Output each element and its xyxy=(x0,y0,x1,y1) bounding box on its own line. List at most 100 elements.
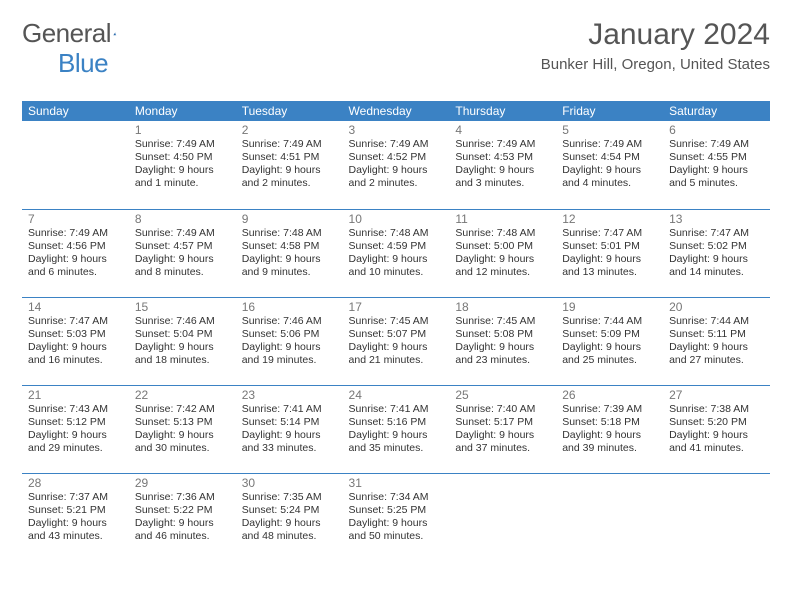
calendar-cell xyxy=(449,473,556,561)
cell-line: and 43 minutes. xyxy=(28,530,123,543)
calendar-cell: 17Sunrise: 7:45 AMSunset: 5:07 PMDayligh… xyxy=(343,297,450,385)
brand-name-part2: Blue xyxy=(58,48,108,78)
cell-line: Daylight: 9 hours xyxy=(135,517,230,530)
cell-line: Sunset: 5:06 PM xyxy=(242,328,337,341)
cell-line: Sunrise: 7:42 AM xyxy=(135,403,230,416)
cell-line: Sunset: 4:57 PM xyxy=(135,240,230,253)
calendar-page: General January 2024 Bunker Hill, Oregon… xyxy=(0,0,792,612)
cell-line: Sunset: 5:13 PM xyxy=(135,416,230,429)
cell-line: Daylight: 9 hours xyxy=(135,164,230,177)
cell-line: Daylight: 9 hours xyxy=(242,164,337,177)
calendar-cell: 10Sunrise: 7:48 AMSunset: 4:59 PMDayligh… xyxy=(343,209,450,297)
cell-line: Daylight: 9 hours xyxy=(242,429,337,442)
calendar-cell: 1Sunrise: 7:49 AMSunset: 4:50 PMDaylight… xyxy=(129,121,236,209)
day-number: 18 xyxy=(455,300,550,314)
cell-line: Daylight: 9 hours xyxy=(669,164,764,177)
cell-line: and 19 minutes. xyxy=(242,354,337,367)
calendar-cell: 24Sunrise: 7:41 AMSunset: 5:16 PMDayligh… xyxy=(343,385,450,473)
cell-line: Sunrise: 7:47 AM xyxy=(28,315,123,328)
cell-line: Sunset: 5:11 PM xyxy=(669,328,764,341)
cell-line: and 1 minute. xyxy=(135,177,230,190)
cell-line: Sunset: 5:20 PM xyxy=(669,416,764,429)
cell-line: and 4 minutes. xyxy=(562,177,657,190)
cell-line: Sunrise: 7:45 AM xyxy=(349,315,444,328)
calendar-cell xyxy=(556,473,663,561)
cell-line: Sunset: 5:01 PM xyxy=(562,240,657,253)
day-number: 19 xyxy=(562,300,657,314)
cell-line: Daylight: 9 hours xyxy=(669,429,764,442)
cell-line: Daylight: 9 hours xyxy=(135,253,230,266)
cell-line: and 48 minutes. xyxy=(242,530,337,543)
cell-line: Sunset: 5:03 PM xyxy=(28,328,123,341)
cell-line: Daylight: 9 hours xyxy=(349,253,444,266)
day-number: 10 xyxy=(349,212,444,226)
cell-line: Sunset: 5:09 PM xyxy=(562,328,657,341)
cell-line: Daylight: 9 hours xyxy=(669,341,764,354)
day-number: 29 xyxy=(135,476,230,490)
cell-line: Daylight: 9 hours xyxy=(455,341,550,354)
cell-line: Daylight: 9 hours xyxy=(562,164,657,177)
cell-line: Daylight: 9 hours xyxy=(562,341,657,354)
cell-line: Daylight: 9 hours xyxy=(242,341,337,354)
cell-line: Sunset: 4:53 PM xyxy=(455,151,550,164)
cell-line: and 39 minutes. xyxy=(562,442,657,455)
cell-line: Sunset: 5:12 PM xyxy=(28,416,123,429)
cell-line: and 46 minutes. xyxy=(135,530,230,543)
cell-line: and 41 minutes. xyxy=(669,442,764,455)
location-text: Bunker Hill, Oregon, United States xyxy=(541,56,770,73)
day-number: 27 xyxy=(669,388,764,402)
cell-line: Daylight: 9 hours xyxy=(28,517,123,530)
calendar-cell: 15Sunrise: 7:46 AMSunset: 5:04 PMDayligh… xyxy=(129,297,236,385)
brand-logo: General xyxy=(22,18,135,49)
day-header: Friday xyxy=(556,101,663,121)
cell-line: Daylight: 9 hours xyxy=(562,253,657,266)
cell-line: and 10 minutes. xyxy=(349,266,444,279)
cell-line: Sunrise: 7:38 AM xyxy=(669,403,764,416)
cell-line: Sunrise: 7:46 AM xyxy=(242,315,337,328)
day-number: 2 xyxy=(242,123,337,137)
cell-line: Sunrise: 7:45 AM xyxy=(455,315,550,328)
calendar-cell: 13Sunrise: 7:47 AMSunset: 5:02 PMDayligh… xyxy=(663,209,770,297)
calendar-week-row: 1Sunrise: 7:49 AMSunset: 4:50 PMDaylight… xyxy=(22,121,770,209)
cell-line: Sunrise: 7:41 AM xyxy=(242,403,337,416)
cell-line: Daylight: 9 hours xyxy=(562,429,657,442)
day-number: 16 xyxy=(242,300,337,314)
cell-line: Sunrise: 7:49 AM xyxy=(455,138,550,151)
cell-line: Daylight: 9 hours xyxy=(135,429,230,442)
cell-line: Sunrise: 7:49 AM xyxy=(669,138,764,151)
calendar-cell: 2Sunrise: 7:49 AMSunset: 4:51 PMDaylight… xyxy=(236,121,343,209)
cell-line: and 16 minutes. xyxy=(28,354,123,367)
cell-line: and 6 minutes. xyxy=(28,266,123,279)
header: General January 2024 Bunker Hill, Oregon… xyxy=(22,18,770,73)
cell-line: and 37 minutes. xyxy=(455,442,550,455)
cell-line: Sunset: 4:54 PM xyxy=(562,151,657,164)
cell-line: and 30 minutes. xyxy=(135,442,230,455)
calendar-cell: 21Sunrise: 7:43 AMSunset: 5:12 PMDayligh… xyxy=(22,385,129,473)
cell-line: Sunset: 5:17 PM xyxy=(455,416,550,429)
cell-line: Sunrise: 7:49 AM xyxy=(135,138,230,151)
cell-line: Daylight: 9 hours xyxy=(28,429,123,442)
calendar-cell: 30Sunrise: 7:35 AMSunset: 5:24 PMDayligh… xyxy=(236,473,343,561)
day-number: 30 xyxy=(242,476,337,490)
day-header: Wednesday xyxy=(343,101,450,121)
cell-line: Sunrise: 7:48 AM xyxy=(349,227,444,240)
brand-name-part2-wrap: Blue xyxy=(22,48,108,79)
calendar-cell: 9Sunrise: 7:48 AMSunset: 4:58 PMDaylight… xyxy=(236,209,343,297)
cell-line: Sunrise: 7:43 AM xyxy=(28,403,123,416)
cell-line: Sunrise: 7:36 AM xyxy=(135,491,230,504)
cell-line: Sunset: 5:08 PM xyxy=(455,328,550,341)
cell-line: Sunset: 5:04 PM xyxy=(135,328,230,341)
calendar-cell: 23Sunrise: 7:41 AMSunset: 5:14 PMDayligh… xyxy=(236,385,343,473)
cell-line: and 12 minutes. xyxy=(455,266,550,279)
cell-line: Sunrise: 7:47 AM xyxy=(669,227,764,240)
cell-line: Sunset: 4:52 PM xyxy=(349,151,444,164)
day-number: 1 xyxy=(135,123,230,137)
cell-line: and 50 minutes. xyxy=(349,530,444,543)
day-number: 31 xyxy=(349,476,444,490)
cell-line: Daylight: 9 hours xyxy=(349,341,444,354)
calendar-cell: 26Sunrise: 7:39 AMSunset: 5:18 PMDayligh… xyxy=(556,385,663,473)
cell-line: Daylight: 9 hours xyxy=(669,253,764,266)
cell-line: Sunset: 5:18 PM xyxy=(562,416,657,429)
cell-line: and 5 minutes. xyxy=(669,177,764,190)
cell-line: and 27 minutes. xyxy=(669,354,764,367)
